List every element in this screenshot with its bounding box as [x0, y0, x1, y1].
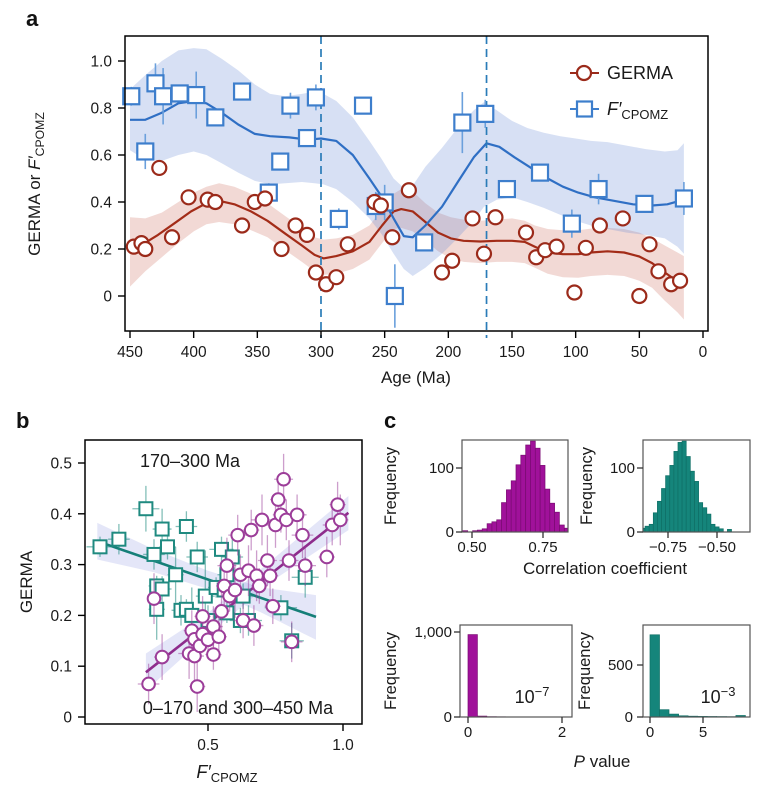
x-tick-450: 450 [117, 344, 143, 361]
hist-p-purple-x-tick-0: 0 [464, 724, 472, 741]
y-tick-0: 0 [63, 710, 72, 727]
legend-entry-0: GERMA [570, 63, 673, 83]
germa-markers [125, 159, 689, 305]
x-tick-0.5: 0.5 [197, 737, 219, 754]
hist-corr-teal-bars [643, 440, 732, 532]
legend-label-1: F′CPOMZ [607, 99, 668, 122]
panel-c-histograms: 0.50 0.75 0 100 Frequency −0.75 −0.50 0 100 Frequ… [382, 439, 751, 771]
x-tick-1.0: 1.0 [332, 737, 354, 754]
hist-corr-purple-ylabel: Frequency [382, 446, 400, 525]
legend-label-0: GERMA [607, 63, 673, 83]
annotation-170-300-ma: 170–300 Ma [140, 451, 241, 471]
hist-p-purple-axes-box [459, 624, 573, 718]
hist-p-teal-ylabel: Frequency [576, 631, 594, 710]
hist-p-teal-x-tick-0: 0 [646, 724, 654, 741]
panel-a-label: a [26, 6, 39, 31]
x-tick-250: 250 [372, 344, 398, 361]
y-tick-0.4: 0.4 [90, 195, 112, 212]
hist-p-purple-ylabel: Frequency [382, 631, 400, 710]
hist-p-teal-annotation: 10−3 [701, 684, 736, 707]
hist-corr-teal-y-tick-0: 0 [627, 524, 635, 541]
y-tick-0.4: 0.4 [50, 506, 72, 523]
y-tick-0.6: 0.6 [90, 148, 112, 165]
hist-p-purple-x-tick-2: 2 [558, 724, 566, 741]
hist-corr-purple-bars [462, 440, 568, 532]
GERMA-confidence-band [130, 183, 684, 320]
hist-corr-purple-axes-box [461, 439, 569, 533]
x-axis-label: F′CPOMZ [196, 762, 257, 785]
x-tick-350: 350 [244, 344, 270, 361]
hist-p-teal-y-tick-500: 500 [608, 657, 633, 674]
hist-p-teal-x-tick-5: 5 [699, 724, 707, 741]
hist-p-teal-y-tick-0: 0 [625, 709, 633, 726]
GERMA-trend-line [129, 199, 685, 287]
hist-p-purple-annotation: 10−7 [515, 684, 550, 707]
y-tick-0.1: 0.1 [50, 659, 72, 676]
hist-corr-teal-x-tick-−0.75: −0.75 [649, 539, 687, 556]
x-tick-150: 150 [499, 344, 525, 361]
y-tick-0.5: 0.5 [50, 456, 72, 473]
legend-entry-1: F′CPOMZ [570, 99, 668, 122]
y-tick-0: 0 [103, 289, 112, 306]
panel-b-plot-area [86, 453, 350, 712]
hist-corr-teal-axes-box [642, 439, 751, 533]
0-170 and 300-450 Ma-markers [141, 471, 348, 694]
hist-p-purple-y-tick-0: 0 [444, 709, 452, 726]
F-CPOMZ-confidence-band [130, 48, 684, 276]
y-tick-0.8: 0.8 [90, 101, 112, 118]
hist-corr-purple-y-tick-0: 0 [446, 524, 454, 541]
y-tick-0.2: 0.2 [90, 242, 112, 259]
panel-a-chart: 450 400 350 300 250 200 150 100 50 0 0 0.2 0.4 0.6 0.8… [25, 35, 709, 387]
hist-p-teal-axes-box [642, 624, 751, 718]
x-tick-300: 300 [308, 344, 334, 361]
hist-corr-purple-y-tick-100: 100 [429, 460, 454, 477]
y-tick-0.3: 0.3 [50, 557, 72, 574]
panel-c-label: c [384, 408, 397, 433]
y-axis-label: GERMA or F′CPOMZ [25, 112, 47, 256]
x-axis-label: Age (Ma) [381, 368, 451, 387]
p-value-label: P value [574, 752, 631, 771]
x-tick-200: 200 [435, 344, 461, 361]
panel-a-axes-box [124, 35, 709, 332]
correlation-coefficient-label: Correlation coefficient [523, 559, 687, 578]
x-tick-0: 0 [699, 344, 708, 361]
hist-corr-teal-x-tick-−0.50: −0.50 [698, 539, 736, 556]
y-axis-label: GERMA [17, 550, 36, 613]
hist-corr-teal-y-tick-100: 100 [610, 460, 635, 477]
x-tick-50: 50 [631, 344, 649, 361]
annotation-0-170-300-450-ma: 0–170 and 300–450 Ma [143, 698, 334, 718]
x-tick-100: 100 [563, 344, 589, 361]
hist-p-teal-bars [649, 634, 746, 717]
panel-b-label: b [16, 408, 30, 433]
hist-corr-purple-x-tick-0.50: 0.50 [457, 539, 486, 556]
y-tick-0.2: 0.2 [50, 608, 72, 625]
panel-b-axes-box [84, 439, 363, 725]
y-tick-1.0: 1.0 [90, 54, 112, 71]
hist-corr-teal-ylabel: Frequency [578, 446, 596, 525]
panel-b-chart: 0.5 1.0 0 0.1 0.2 0.3 0.4 0.5 F′CPOMZ GERMA 170–30… [17, 439, 363, 785]
hist-corr-purple-x-tick-0.75: 0.75 [528, 539, 557, 556]
hist-p-purple-y-tick-1,000: 1,000 [414, 624, 452, 641]
x-tick-400: 400 [181, 344, 207, 361]
